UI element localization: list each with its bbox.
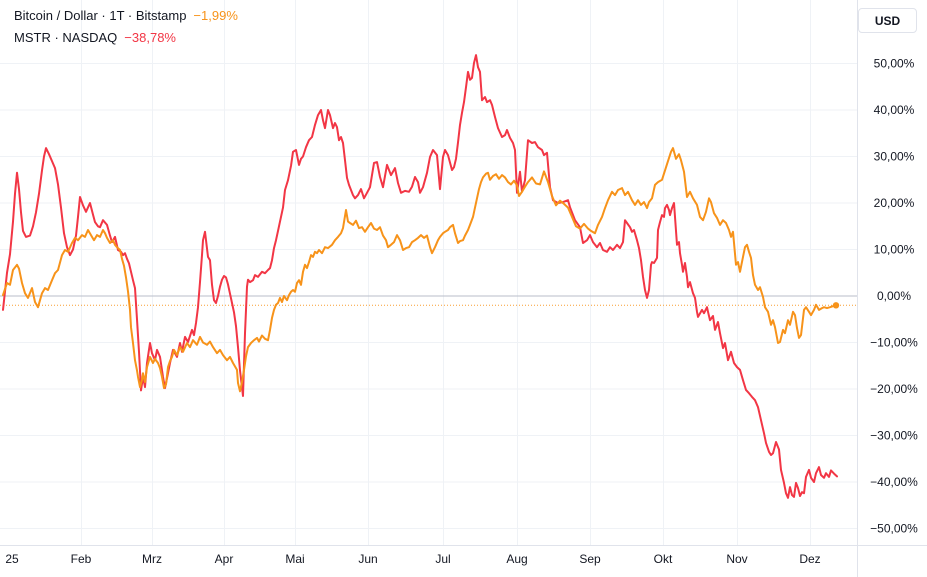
change-value-bitcoin: −1,99% — [193, 8, 238, 23]
time-scale-label[interactable]: Apr — [215, 552, 234, 566]
time-scale-label[interactable]: Mrz — [142, 552, 162, 566]
legend-row-mstr[interactable]: MSTR · NASDAQ −38,78% — [14, 30, 238, 52]
price-scale-label[interactable]: 10,00% — [874, 243, 915, 257]
time-scale-label[interactable]: Nov — [726, 552, 747, 566]
time-scale-label[interactable]: Aug — [506, 552, 527, 566]
time-scale-label[interactable]: Jun — [358, 552, 377, 566]
symbol-title-bitcoin: Bitcoin / Dollar · 1T · Bitstamp — [14, 8, 187, 23]
time-scale-label[interactable]: Feb — [71, 552, 92, 566]
price-scale-label[interactable]: −10,00% — [870, 336, 918, 350]
price-scale-label[interactable]: −50,00% — [870, 522, 918, 536]
time-scale-label[interactable]: Okt — [654, 552, 673, 566]
price-scale-label[interactable]: −20,00% — [870, 382, 918, 396]
mstr-series-line — [2, 54, 838, 499]
series-end-dot — [832, 302, 840, 309]
price-scale-label[interactable]: 30,00% — [874, 150, 915, 164]
price-scale-label[interactable]: 0,00% — [877, 289, 911, 303]
legend: Bitcoin / Dollar · 1T · Bitstamp −1,99% … — [14, 8, 238, 52]
price-scale-label[interactable]: 50,00% — [874, 57, 915, 71]
time-scale-label[interactable]: Jul — [435, 552, 450, 566]
change-value-mstr: −38,78% — [124, 30, 176, 45]
price-scale-label[interactable]: −40,00% — [870, 475, 918, 489]
time-scale-label[interactable]: Mai — [285, 552, 304, 566]
bitcoin-series-line — [2, 147, 837, 393]
time-scale-label[interactable]: Sep — [579, 552, 601, 566]
price-scale-label[interactable]: 20,00% — [874, 196, 915, 210]
time-scale-label[interactable]: 25 — [5, 552, 19, 566]
symbol-title-mstr: MSTR · NASDAQ — [14, 30, 118, 45]
time-scale-label[interactable]: Dez — [799, 552, 820, 566]
currency-usd-button[interactable]: USD — [858, 8, 917, 33]
price-scale-label[interactable]: −30,00% — [870, 429, 918, 443]
price-scale-label[interactable]: 40,00% — [874, 103, 915, 117]
legend-row-bitcoin[interactable]: Bitcoin / Dollar · 1T · Bitstamp −1,99% — [14, 8, 238, 30]
